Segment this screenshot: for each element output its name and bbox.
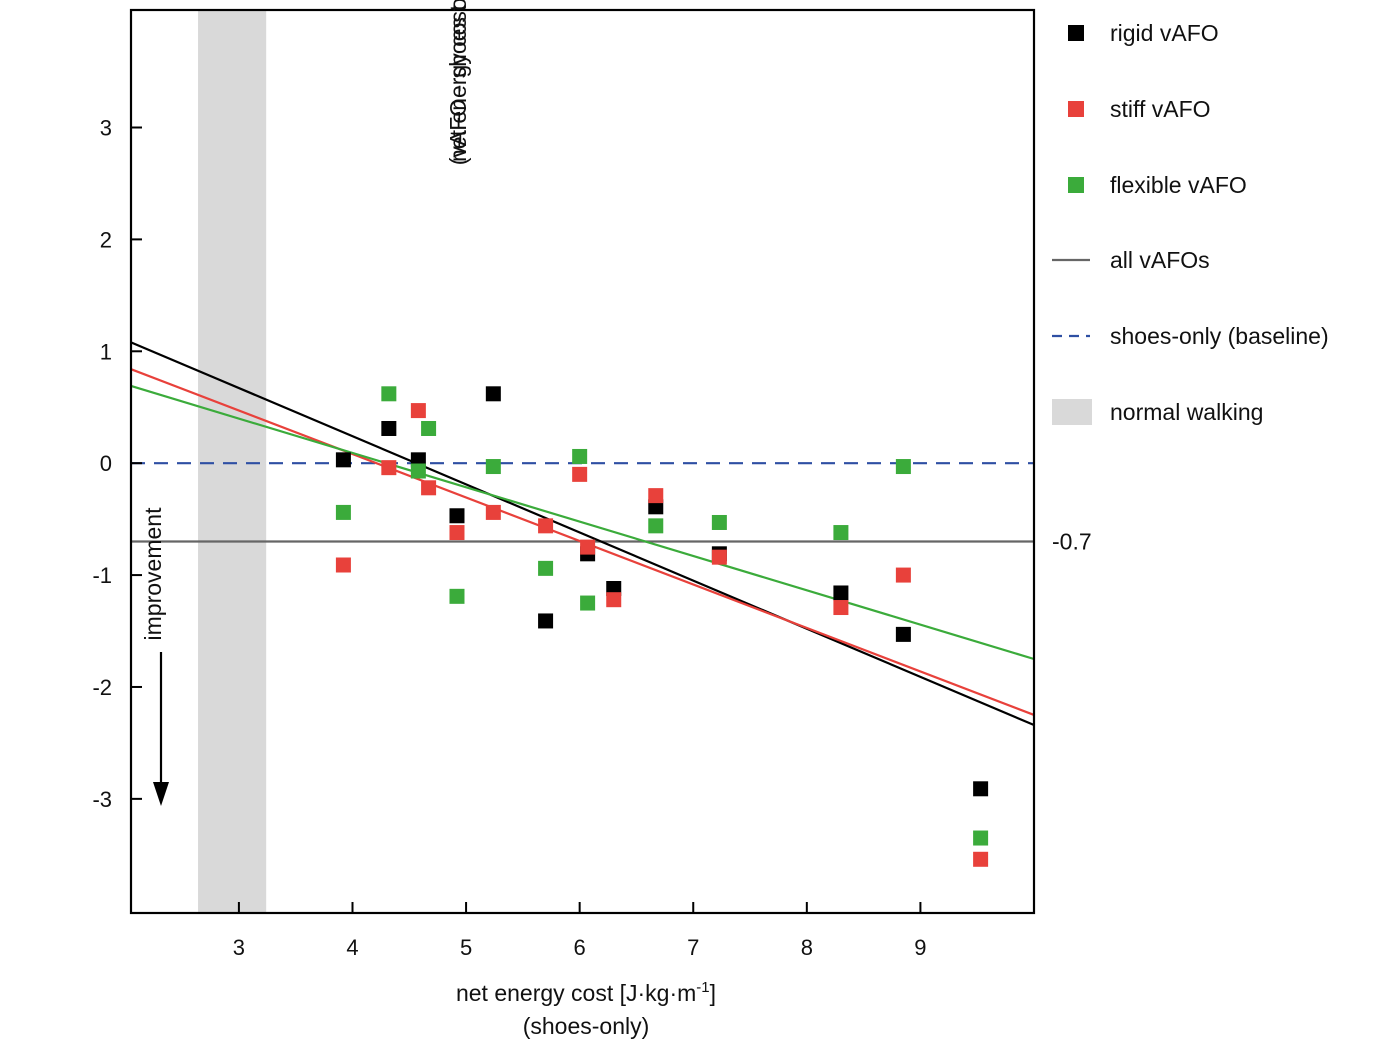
rigid-vafo-point — [833, 585, 849, 601]
flexible-vafo-point — [449, 588, 465, 604]
y-tick-label: -3 — [92, 787, 112, 812]
flexible-vafo-point — [335, 504, 351, 520]
all-vafos-value-label: -0.7 — [1052, 529, 1092, 555]
legend: rigid vAFO stiff vAFO flexible vAFO all vAF… — [1052, 20, 1329, 425]
flexible-vafo-point — [572, 448, 588, 464]
legend-label: stiff vAFO — [1110, 96, 1211, 122]
tick-layer: 3 4 5 6 7 8 9 3 2 1 0 -1 -2 -3 — [92, 115, 926, 960]
rigid-vafo-point — [381, 420, 397, 436]
rigid-vafo-point — [895, 626, 911, 642]
x-tick-label: 8 — [801, 935, 813, 960]
x-tick-label: 3 — [233, 935, 245, 960]
y-tick-label: -2 — [92, 675, 112, 700]
flexible-vafo-point — [648, 518, 664, 534]
x-tick-label: 5 — [460, 935, 472, 960]
stiff-vafo-point — [711, 549, 727, 565]
x-tick-label: 6 — [574, 935, 586, 960]
stiff-vafo-point — [485, 504, 501, 520]
x-tick-label: 4 — [346, 935, 358, 960]
stiff-vafo-point — [335, 557, 351, 573]
flexible-vafo-point — [833, 525, 849, 541]
stiff-vafo-point — [895, 567, 911, 583]
y-axis-sublabel: (vAFO - shoes only) — [445, 0, 471, 165]
legend-item-all-vafos: all vAFOs — [1052, 247, 1210, 273]
stiff-vafo-point — [410, 403, 426, 419]
legend-item-stiff-vafo: stiff vAFO — [1068, 96, 1211, 122]
y-axis-label: net energy cost [J·Kg·m-1] — [444, 0, 471, 162]
legend-swatch-flexible-vafo — [1068, 177, 1084, 193]
legend-label: shoes-only (baseline) — [1110, 323, 1329, 349]
flexible-vafo-point — [485, 459, 501, 475]
y-tick-label: -1 — [92, 563, 112, 588]
improvement-label: improvement — [140, 507, 166, 641]
stiff-vafo-point — [538, 518, 554, 534]
flexible-vafo-point — [381, 386, 397, 402]
rigid-vafo-regression-line — [130, 341, 1035, 727]
stiff-vafo-point — [449, 525, 465, 541]
rigid-vafo-point — [538, 613, 554, 629]
flexible-vafo-point — [973, 830, 989, 846]
flexible-vafo-point — [410, 463, 426, 479]
data-point-layer — [335, 386, 989, 867]
rigid-vafo-point — [335, 452, 351, 468]
stiff-vafo-point — [606, 592, 622, 608]
x-tick-label: 7 — [687, 935, 699, 960]
legend-swatch-normal-walking — [1052, 399, 1092, 425]
flexible-vafo-point — [711, 514, 727, 530]
flexible-vafo-point — [538, 560, 554, 576]
x-tick-label: 9 — [914, 935, 926, 960]
stiff-vafo-point — [648, 488, 664, 504]
stiff-vafo-point — [973, 851, 989, 867]
legend-label: normal walking — [1110, 399, 1263, 425]
y-tick-label: 1 — [100, 339, 112, 364]
stiff-vafo-point — [421, 480, 437, 496]
flexible-vafo-point — [895, 459, 911, 475]
y-tick-label: 2 — [100, 227, 112, 252]
x-axis-sublabel: (shoes-only) — [523, 1013, 650, 1039]
legend-swatch-rigid-vafo — [1068, 25, 1084, 41]
annotation-layer: improvement — [140, 507, 169, 806]
stiff-vafo-point — [381, 460, 397, 476]
flexible-vafo-point — [580, 595, 596, 611]
legend-label: rigid vAFO — [1110, 20, 1219, 46]
rigid-vafo-point — [973, 781, 989, 797]
plot-frame — [129, 8, 1036, 915]
legend-item-normal-walking: normal walking — [1052, 399, 1263, 425]
legend-item-rigid-vafo: rigid vAFO — [1068, 20, 1219, 46]
flexible-vafo-point — [421, 420, 437, 436]
legend-swatch-stiff-vafo — [1068, 101, 1084, 117]
legend-label: flexible vAFO — [1110, 172, 1247, 198]
stiff-vafo-point — [572, 466, 588, 482]
legend-item-flexible-vafo: flexible vAFO — [1068, 172, 1247, 198]
axis-label-layer: net energy cost [J·kg·m-1] (shoes-only) ne… — [444, 0, 716, 1039]
improvement-arrow-head — [153, 782, 169, 806]
rigid-vafo-point — [449, 508, 465, 524]
flexible-vafo-regression-line — [130, 384, 1035, 661]
x-axis-label: net energy cost [J·kg·m-1] — [456, 979, 716, 1006]
band-layer — [198, 10, 267, 913]
y-tick-label: 0 — [100, 451, 112, 476]
rigid-vafo-point — [485, 386, 501, 402]
y-tick-label: 3 — [100, 115, 112, 140]
stiff-vafo-point — [833, 600, 849, 616]
normal-walking-band — [198, 10, 267, 913]
stiff-vafo-point — [580, 539, 596, 555]
legend-label: all vAFOs — [1110, 247, 1210, 273]
legend-item-shoes-only-baseline: shoes-only (baseline) — [1052, 323, 1329, 349]
